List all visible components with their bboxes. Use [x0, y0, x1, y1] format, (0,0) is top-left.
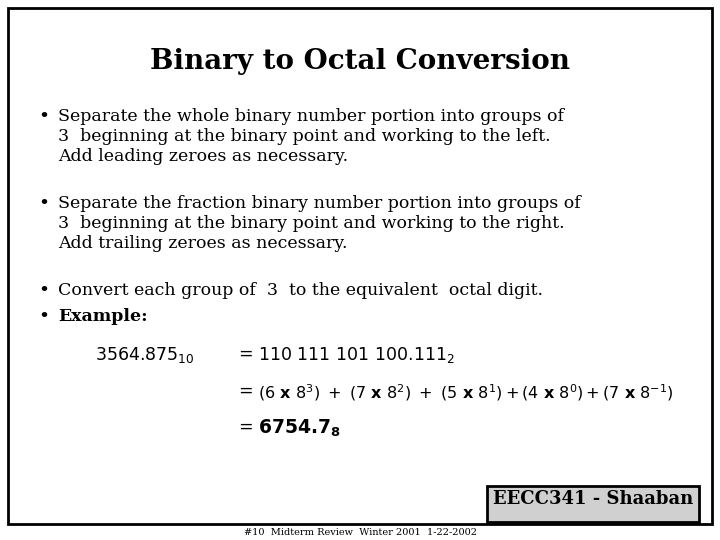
Text: $\mathbf{6754.7_8}$: $\mathbf{6754.7_8}$ — [258, 418, 341, 440]
Text: •: • — [38, 308, 49, 326]
Text: $110\ 111\ 101\ 100.111_2$: $110\ 111\ 101\ 100.111_2$ — [258, 345, 455, 365]
Text: •: • — [38, 195, 49, 213]
Text: Convert each group of  3  to the equivalent  octal digit.: Convert each group of 3 to the equivalen… — [58, 282, 543, 299]
Text: Separate the whole binary number portion into groups of: Separate the whole binary number portion… — [58, 108, 564, 125]
Text: Separate the fraction binary number portion into groups of: Separate the fraction binary number port… — [58, 195, 581, 212]
FancyBboxPatch shape — [487, 486, 699, 522]
Text: Add trailing zeroes as necessary.: Add trailing zeroes as necessary. — [58, 235, 348, 252]
Text: Example:: Example: — [58, 308, 148, 325]
Text: Binary to Octal Conversion: Binary to Octal Conversion — [150, 48, 570, 75]
Text: •: • — [38, 108, 49, 126]
Text: 3  beginning at the binary point and working to the right.: 3 beginning at the binary point and work… — [58, 215, 564, 232]
Text: Add leading zeroes as necessary.: Add leading zeroes as necessary. — [58, 148, 348, 165]
Text: $=$: $=$ — [235, 345, 253, 362]
Text: EECC341 - Shaaban: EECC341 - Shaaban — [493, 490, 693, 508]
Text: $3564.875_{10}$: $3564.875_{10}$ — [95, 345, 194, 365]
Text: •: • — [38, 282, 49, 300]
Text: $=$: $=$ — [235, 418, 253, 435]
Text: $(6\ \mathbf{x}\ 8^3)\ +\ (7\ \mathbf{x}\ 8^2)\ +\ (5\ \mathbf{x}\ 8^1)+(4\ \mat: $(6\ \mathbf{x}\ 8^3)\ +\ (7\ \mathbf{x}… — [258, 382, 674, 403]
Text: #10  Midterm Review  Winter 2001  1-22-2002: #10 Midterm Review Winter 2001 1-22-2002 — [243, 528, 477, 537]
Text: 3  beginning at the binary point and working to the left.: 3 beginning at the binary point and work… — [58, 128, 551, 145]
Text: $=$: $=$ — [235, 382, 253, 399]
